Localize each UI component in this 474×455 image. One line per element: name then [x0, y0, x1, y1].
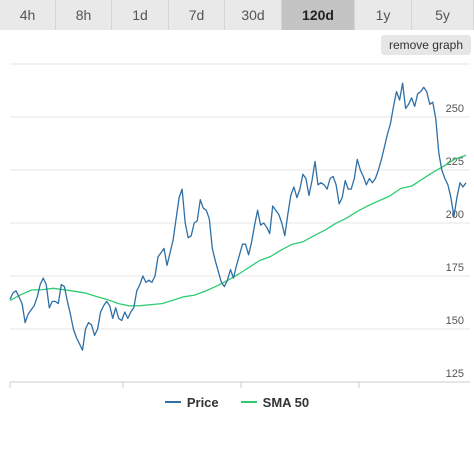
tab-1y[interactable]: 1y — [355, 0, 412, 30]
remove-graph-button[interactable]: remove graph — [380, 35, 471, 55]
y-tick-label: 225 — [446, 156, 464, 168]
tab-30d[interactable]: 30d — [225, 0, 282, 30]
sma-series-swatch — [240, 401, 257, 403]
legend-item-price[interactable]: Price — [164, 394, 219, 410]
tab-4h[interactable]: 4h — [0, 0, 56, 30]
price-series-swatch — [164, 401, 181, 403]
price-chart: 125150175200225250Jun '25Jul '25Aug '25S… — [9, 63, 470, 388]
chart-legend: Price SMA 50 — [0, 392, 474, 412]
legend-label-price: Price — [186, 394, 219, 410]
y-tick-label: 125 — [446, 368, 464, 380]
legend-item-sma[interactable]: SMA 50 — [240, 394, 310, 410]
tab-120d[interactable]: 120d — [282, 0, 355, 30]
legend-label-sma: SMA 50 — [262, 394, 310, 410]
y-tick-label: 175 — [446, 262, 464, 274]
tab-7d[interactable]: 7d — [169, 0, 225, 30]
tab-1d[interactable]: 1d — [112, 0, 169, 30]
y-tick-label: 250 — [446, 103, 464, 115]
price-line — [9, 82, 467, 351]
sma-50-line — [9, 154, 467, 307]
time-range-tabs: 4h 8h 1d 7d 30d 120d 1y 5y — [0, 0, 474, 30]
y-tick-label: 200 — [446, 209, 464, 221]
tab-8h[interactable]: 8h — [56, 0, 112, 30]
y-tick-label: 150 — [446, 315, 464, 327]
